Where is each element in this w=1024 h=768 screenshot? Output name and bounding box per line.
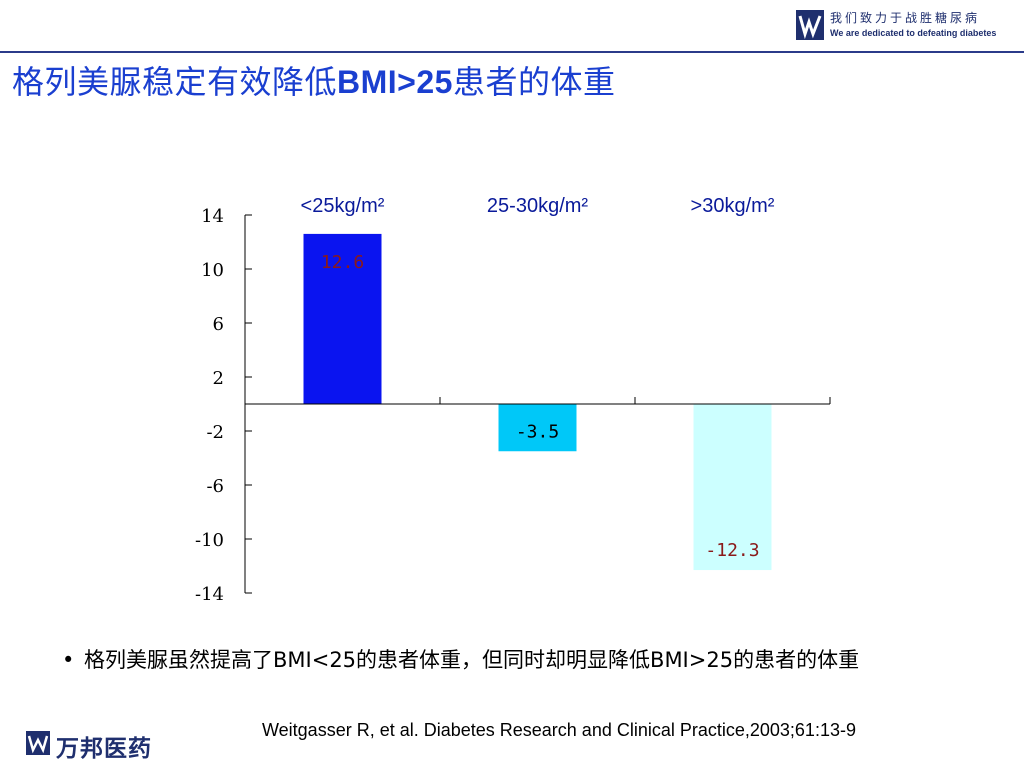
page-title-latin: BMI>25 <box>337 64 453 100</box>
page-title-prefix: 格列美脲稳定有效降低 <box>12 63 338 101</box>
citation: Weitgasser R, et al. Diabetes Research a… <box>262 720 856 740</box>
company-logo-icon <box>26 731 50 755</box>
page-title: 格列美脲稳定有效降低BMI>25患者的体重 <box>12 57 615 103</box>
category-label-2: >30kg/m² <box>691 195 775 217</box>
y-tick-label-5: -6 <box>206 476 224 497</box>
y-tick-label-0: 14 <box>201 206 224 227</box>
y-tick-label-6: -10 <box>195 530 224 551</box>
header-logo: 我们致力于战胜糖尿病 We are dedicated to defeating… <box>796 8 1006 44</box>
bar-2 <box>693 404 772 571</box>
bar-0 <box>303 233 382 404</box>
header-divider <box>0 51 1024 53</box>
footer-logo: 万邦医药 <box>26 730 186 762</box>
brand-logo-icon <box>796 10 824 40</box>
page-title-suffix: 患者的体重 <box>452 63 616 101</box>
header-tagline-en: We are dedicated to defeating diabetes <box>830 28 997 38</box>
y-tick-label-3: 2 <box>213 368 224 389</box>
bullet-dot: • <box>62 648 75 672</box>
value-label-2: -12.3 <box>705 540 759 561</box>
bar-1 <box>498 404 577 452</box>
category-label-1: 25-30kg/m² <box>487 195 588 217</box>
category-label-0: <25kg/m² <box>301 195 385 217</box>
value-label-1: -3.5 <box>516 421 559 442</box>
value-label-0: 12.6 <box>321 252 364 273</box>
company-name: 万邦医药 <box>56 736 152 762</box>
header-tagline-cn: 我们致力于战胜糖尿病 <box>830 11 981 25</box>
bullet-text: 格列美脲虽然提高了BMI<25的患者体重，但同时却明显降低BMI>25的患者的体… <box>84 648 860 672</box>
y-tick-label-4: -2 <box>206 422 224 443</box>
y-tick-label-7: -14 <box>195 584 224 605</box>
y-tick-label-1: 10 <box>201 260 224 281</box>
y-tick-label-2: 6 <box>213 314 224 335</box>
